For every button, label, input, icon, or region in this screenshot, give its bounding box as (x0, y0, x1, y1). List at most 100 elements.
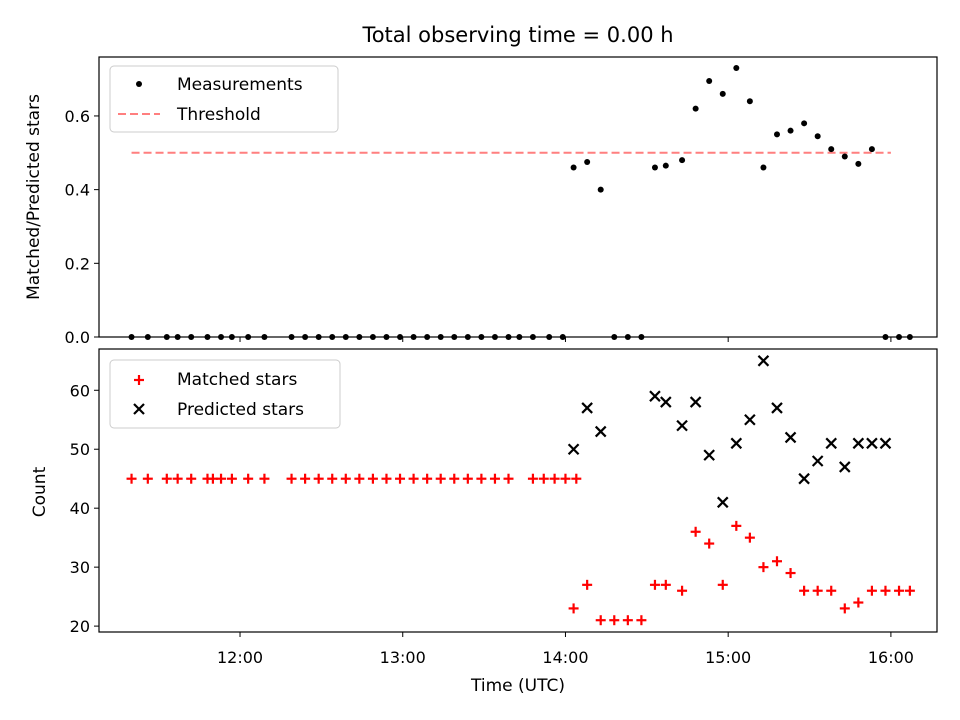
ratio-panel: Total observing time = 0.00 h Matched/Pr… (24, 23, 938, 340)
matched-star-point (866, 585, 877, 596)
matched-star-point (186, 473, 197, 484)
legend-label-threshold: Threshold (176, 105, 261, 125)
measurement-point (760, 164, 767, 171)
x-tick-label: 15:00 (705, 648, 751, 667)
predicted-star-point (649, 390, 661, 402)
predicted-star-point (879, 437, 892, 450)
matched-star-point (649, 579, 660, 590)
matched-star-point (503, 473, 514, 484)
count-axes-frame (98, 348, 938, 633)
measurement-point (828, 146, 835, 153)
matched-star-point (161, 473, 172, 484)
x-axis-label: Time (UTC) (470, 676, 565, 696)
measurement-point (662, 162, 669, 169)
predicted-star-point (866, 437, 878, 450)
measurement-point (814, 133, 821, 140)
ratio-y-tick-label: 0.0 (65, 328, 90, 347)
x-tick-label: 14:00 (542, 648, 588, 667)
matched-star-point (126, 473, 137, 484)
count-panel: Count Time (UTC) Matched stars Predicted… (30, 348, 938, 696)
matched-star-point (826, 585, 837, 596)
matched-star-point (327, 473, 338, 484)
matched-star-point (731, 520, 742, 531)
matched-star-point (286, 473, 297, 484)
x-tick-label: 12:00 (217, 648, 263, 667)
legend-label-measurements: Measurements (177, 75, 303, 95)
measurement-point (733, 65, 740, 72)
matched-star-point (582, 579, 593, 590)
ratio-plot-area (128, 65, 913, 340)
matched-star-point (799, 585, 810, 596)
ratio-legend: Measurements Threshold (109, 65, 339, 133)
matched-star-point (538, 473, 549, 484)
matched-star-point (172, 473, 183, 484)
matched-star-point (367, 473, 378, 484)
matched-star-point (717, 579, 728, 590)
x-tick-label: 13:00 (380, 648, 426, 667)
matched-star-point (609, 615, 620, 626)
measurement-point (801, 120, 808, 127)
predicted-star-point (676, 419, 688, 432)
predicted-star-point (839, 461, 851, 473)
predicted-star-point (811, 455, 824, 467)
predicted-star-point (594, 425, 607, 438)
matched-star-point (449, 473, 460, 484)
matched-star-point (226, 473, 237, 484)
matched-star-point (660, 579, 671, 590)
matched-star-point (771, 556, 782, 567)
measurement-point (679, 157, 686, 164)
predicted-star-point (798, 472, 810, 485)
predicted-star-point (852, 437, 865, 450)
predicted-star-point (581, 402, 593, 414)
count-y-tick-label: 50 (70, 440, 90, 459)
predicted-star-point (689, 396, 702, 408)
matched-star-point (243, 473, 254, 484)
matched-star-point (489, 473, 500, 484)
matched-star-point (422, 473, 433, 484)
matched-star-point (381, 473, 392, 484)
measurement-point (868, 146, 875, 153)
matched-star-point (354, 473, 365, 484)
predicted-star-point (757, 355, 770, 367)
measurement-point (719, 90, 726, 97)
measurement-point (773, 131, 780, 138)
count-y-tick-label: 60 (70, 381, 90, 400)
predicted-star-point (567, 443, 580, 456)
matched-star-point (313, 473, 324, 484)
count-y-tick-label: 30 (70, 558, 90, 577)
matched-star-point (216, 473, 227, 484)
matched-star-point (142, 473, 153, 484)
matched-star-point (704, 538, 715, 549)
matched-star-point (812, 585, 823, 596)
chart-title: Total observing time = 0.00 h (361, 23, 673, 47)
x-tick-label: 16:00 (868, 648, 914, 667)
matched-star-point (690, 526, 701, 537)
predicted-star-point (825, 437, 838, 450)
matched-star-point (300, 473, 311, 484)
matched-star-point (340, 473, 351, 484)
predicted-star-point (703, 449, 715, 461)
count-legend-box (109, 359, 341, 429)
matched-star-point (595, 615, 606, 626)
measurement-point (597, 186, 604, 193)
legend-label-predicted: Predicted stars (177, 400, 304, 420)
count-plot-area (126, 355, 915, 626)
predicted-star-point (771, 402, 783, 414)
matched-star-point (462, 473, 473, 484)
matched-star-point (622, 615, 633, 626)
measurement-point (651, 164, 658, 171)
measurement-point (855, 160, 862, 167)
matched-star-point (677, 585, 688, 596)
measurement-point (746, 98, 753, 105)
ratio-axes-frame (98, 56, 938, 338)
matched-star-point (476, 473, 487, 484)
predicted-star-point (730, 437, 743, 450)
legend-marker-measurements (136, 81, 142, 87)
predicted-star-point (660, 396, 672, 408)
matched-star-point (408, 473, 419, 484)
legend-marker-predicted (133, 403, 145, 415)
ratio-y-axis-label: Matched/Predicted stars (24, 94, 44, 300)
matched-star-point (636, 615, 647, 626)
matched-star-point (435, 473, 446, 484)
matched-star-point (839, 603, 850, 614)
